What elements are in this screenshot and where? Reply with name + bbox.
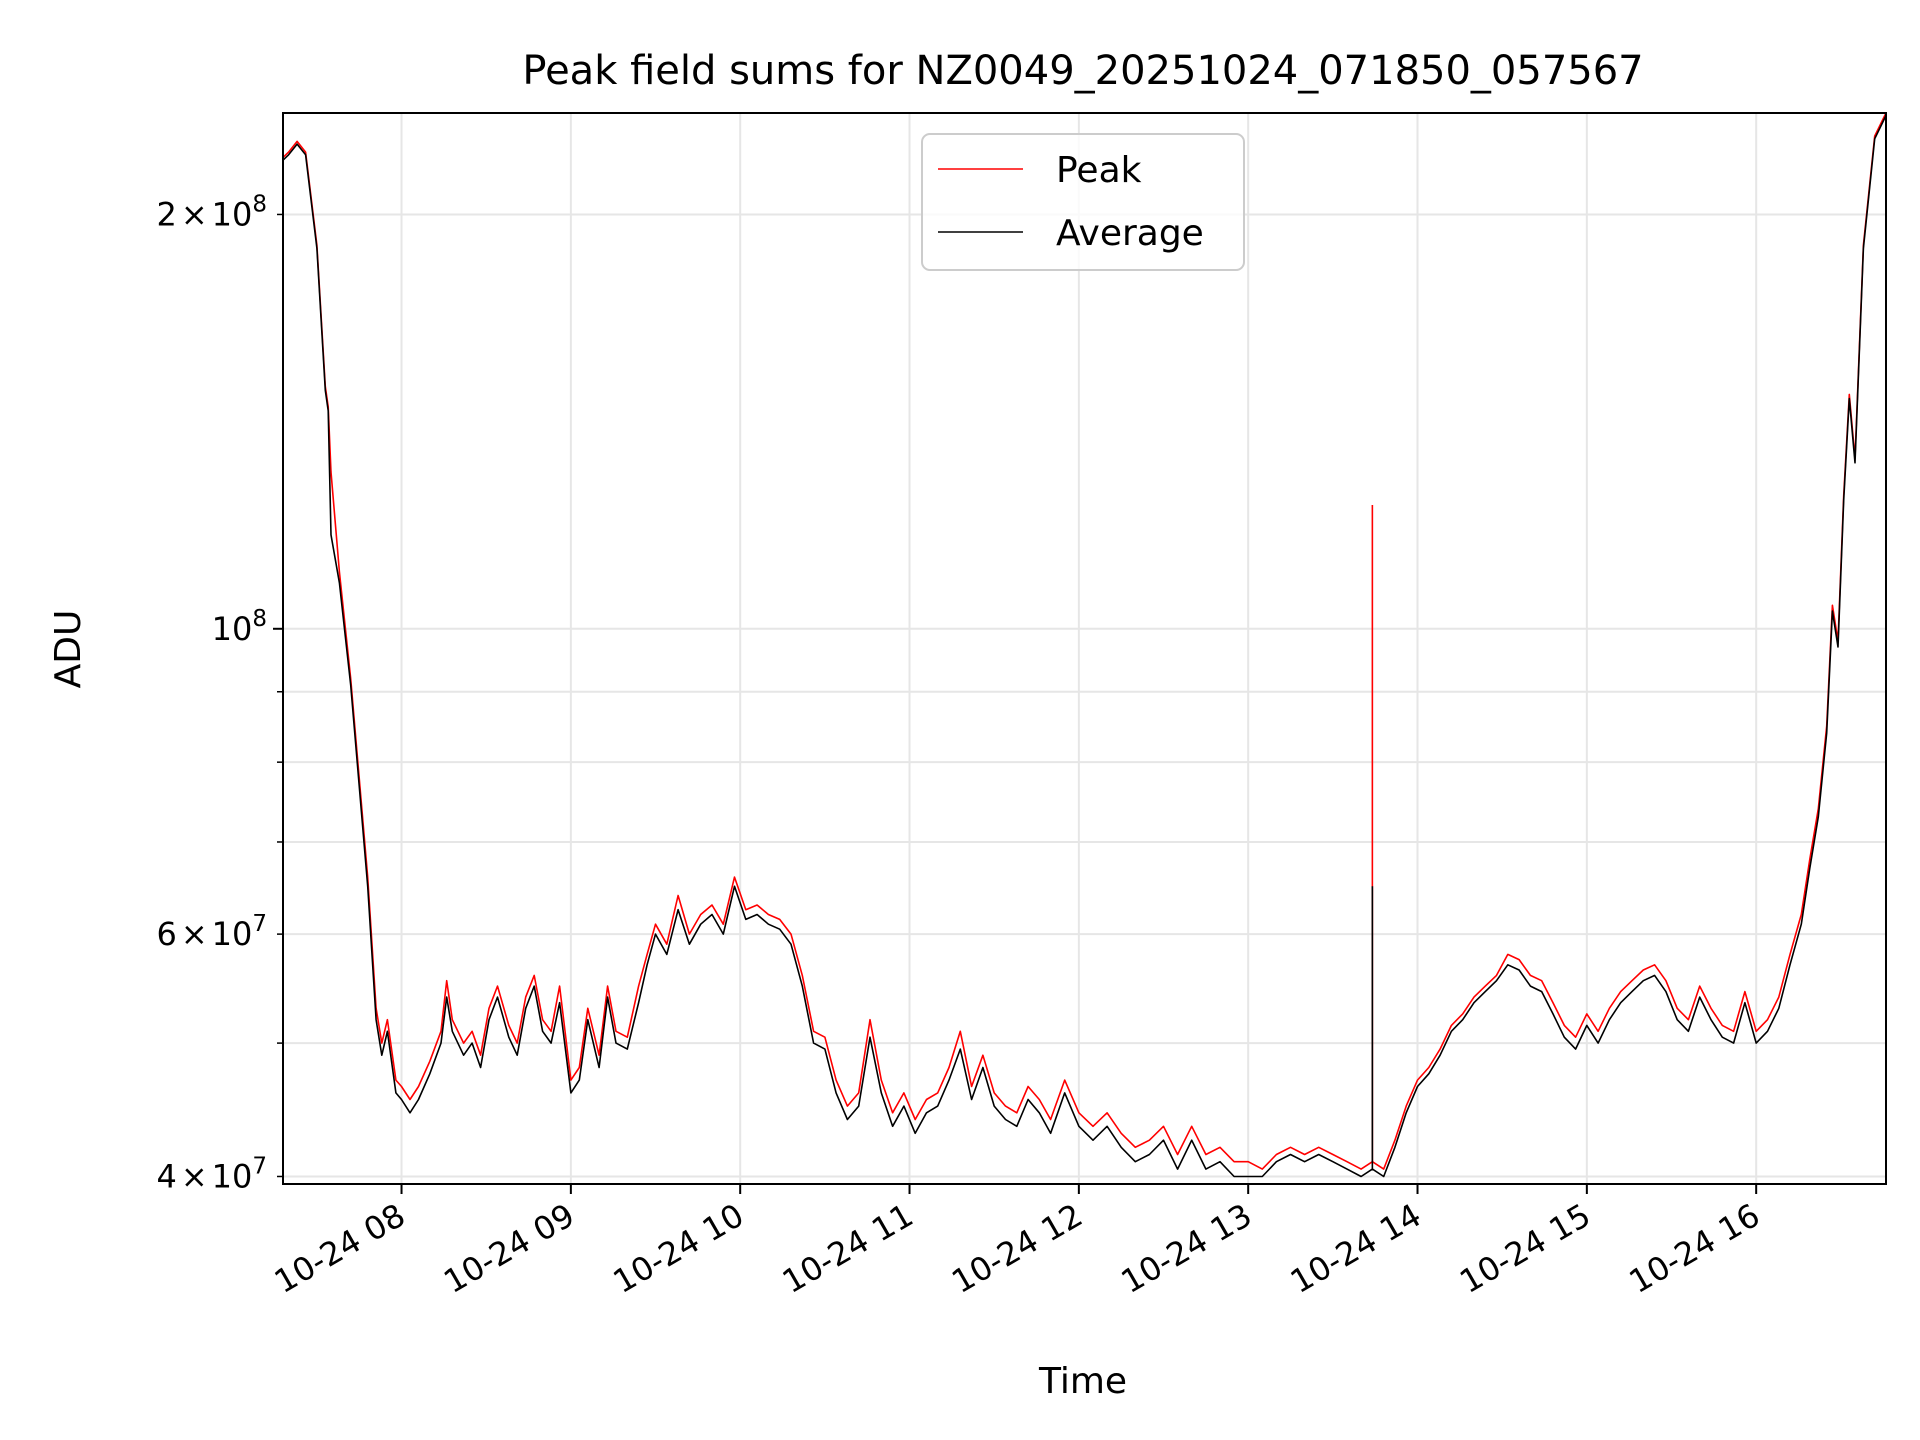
y-tick-times: × — [181, 195, 208, 233]
series-line-peak — [283, 113, 1886, 1170]
series-line-average — [283, 115, 1886, 1178]
y-tick-exponent: 8 — [252, 606, 267, 632]
x-axis-label: Time — [1038, 1361, 1127, 1402]
axes-frame — [282, 112, 1887, 1185]
y-tick-label: 4 × 107 — [156, 1153, 267, 1195]
chart-title: Peak field sums for NZ0049_20251024_0718… — [522, 48, 1643, 94]
y-axis-label: ADU — [48, 610, 89, 689]
y-tick-label: 6 × 107 — [156, 911, 267, 953]
y-tick-label: 108 — [212, 606, 267, 648]
y-tick-exponent: 8 — [252, 191, 267, 217]
y-tick-base: 10 — [212, 195, 253, 233]
y-tick-base: 10 — [212, 915, 253, 953]
y-tick-mantissa: 2 — [156, 195, 176, 233]
grid-lines — [283, 113, 1886, 1184]
y-tick-base: 10 — [212, 1157, 253, 1195]
y-tick-times: × — [181, 915, 208, 953]
y-tick-base: 10 — [212, 610, 253, 648]
y-tick-exponent: 7 — [252, 1153, 267, 1179]
legend-label-peak: Peak — [1056, 150, 1142, 191]
legend: Peak Average — [921, 133, 1245, 271]
legend-label-average: Average — [1056, 213, 1204, 254]
y-tick-label: 2 × 108 — [156, 191, 267, 233]
y-tick-mantissa: 6 — [156, 915, 176, 953]
y-tick-times: × — [181, 1157, 208, 1195]
y-tick-exponent: 7 — [252, 911, 267, 937]
plot-area — [283, 113, 1886, 1178]
legend-box — [921, 133, 1245, 271]
y-tick-mantissa: 4 — [156, 1157, 176, 1195]
